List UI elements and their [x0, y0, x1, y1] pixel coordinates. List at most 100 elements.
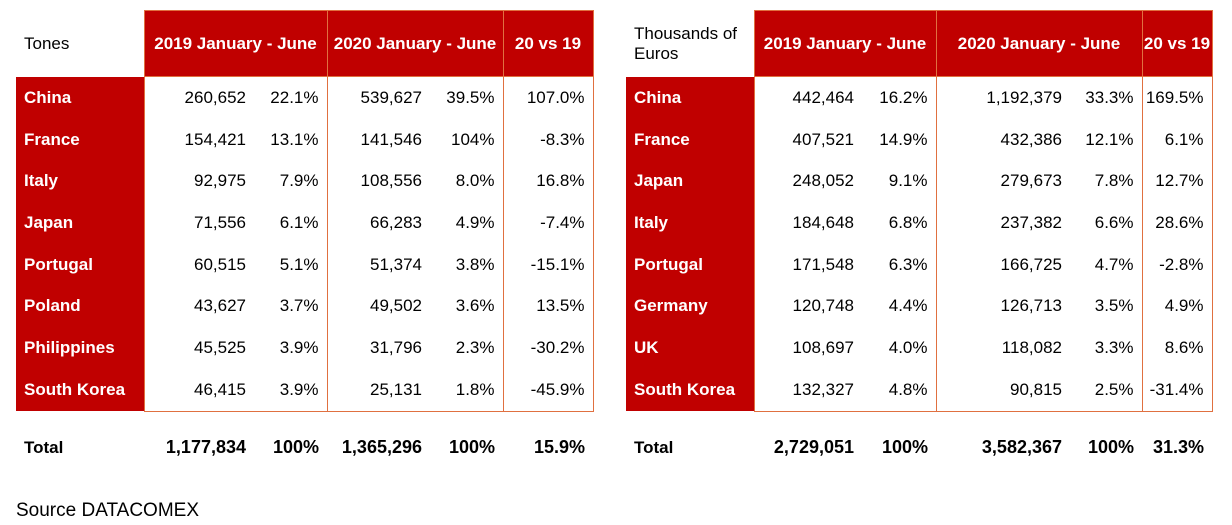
value-2019-cell: 92,975 [143, 160, 254, 203]
table-row: Italy 184,648 6.8% 237,382 6.6% 28.6% [626, 202, 1213, 244]
country-cell: Poland [16, 285, 144, 328]
table-row: Philippines 45,525 3.9% 31,796 2.3% -30.2% [16, 327, 594, 369]
share-2019-cell: 3.9% [279, 337, 319, 357]
change-cell: -15.1% [502, 243, 594, 286]
table-row: France 407,521 14.9% 432,386 12.1% 6.1% [626, 118, 1213, 161]
share-2019-cell: 6.3% [888, 254, 928, 274]
share-2019-cell: 9.1% [888, 171, 928, 191]
share-2019-cell: 3.9% [254, 368, 327, 412]
change-cell: 28.6% [1141, 202, 1213, 244]
value-2020-cell: 25,131 [326, 368, 430, 412]
tones-table: Tones 2019 January - June 2020 January -… [16, 10, 594, 470]
share-2020-cell: 39.5% [446, 87, 495, 107]
value-2020-cell: 66,283 [326, 202, 430, 244]
total-p2019: 100% [881, 437, 928, 457]
share-2020-cell: 2.5% [1070, 368, 1142, 412]
share-2019-cell: 4.0% [888, 337, 928, 357]
share-2020-cell: 6.6% [1094, 212, 1134, 232]
unit-label: Tones [16, 10, 144, 77]
value-2020-cell: 31,796 [326, 327, 430, 369]
value-2019-cell: 132,327 [753, 368, 862, 412]
header-2019: 2019 January - June [143, 10, 328, 77]
total-v2020: 3,582,367 [981, 437, 1062, 457]
table-row: UK 108,697 4.0% 118,082 3.3% 8.6% [626, 327, 1213, 369]
table-row: South Korea 46,415 3.9% 25,131 1.8% -45.9% [16, 368, 594, 412]
change-cell: -8.3% [502, 118, 594, 161]
value-2020-cell: 118,082 [935, 327, 1070, 369]
change-cell: -30.2% [502, 327, 594, 369]
share-2019-cell: 14.9% [879, 129, 928, 149]
table-row: China 442,464 16.2% 1,192,379 33.3% 169.5% [626, 76, 1213, 119]
table-row: China 260,652 22.1% 539,627 39.5% 107.0% [16, 76, 594, 119]
total-v2020: 1,365,296 [341, 437, 422, 457]
country-cell: South Korea [626, 368, 754, 411]
table-row: Portugal 171,548 6.3% 166,725 4.7% -2.8% [626, 243, 1213, 286]
total-row: Total 2,729,051 100% 3,582,367 100% 31.3… [626, 426, 1212, 470]
share-2019-cell: 16.2% [879, 87, 928, 107]
share-2019-cell: 4.8% [862, 368, 936, 412]
total-p2019: 100% [272, 437, 319, 457]
change-cell: 169.5% [1141, 76, 1213, 119]
value-2020-cell: 49,502 [326, 285, 430, 328]
header-row: Thousands of Euros 2019 January - June 2… [626, 10, 1213, 77]
total-p2020: 100% [448, 437, 495, 457]
header-2020: 2020 January - June [326, 10, 504, 77]
euros-table: Thousands of Euros 2019 January - June 2… [626, 10, 1213, 470]
country-cell: Japan [16, 202, 144, 244]
country-cell: Portugal [626, 243, 754, 286]
value-2019-cell: 43,627 [143, 285, 254, 328]
share-2020-cell: 104% [451, 129, 495, 149]
value-2019-cell: 248,052 [753, 160, 862, 203]
country-cell: Philippines [16, 327, 144, 369]
change-cell: -7.4% [502, 202, 594, 244]
country-cell: China [16, 76, 144, 119]
value-2020-cell: 237,382 [935, 202, 1070, 244]
share-2020-cell: 3.5% [1094, 296, 1134, 316]
country-cell: China [626, 76, 754, 119]
value-2020-cell: 432,386 [935, 118, 1070, 161]
share-2019-cell: 13.1% [270, 129, 319, 149]
change-cell: 8.6% [1141, 327, 1213, 369]
table-row: Japan 248,052 9.1% 279,673 7.8% 12.7% [626, 160, 1213, 203]
table-row: France 154,421 13.1% 141,546 104% -8.3% [16, 118, 594, 161]
change-cell: -31.4% [1141, 368, 1213, 412]
table-row: South Korea 132,327 4.8% 90,815 2.5% -31.4% [626, 368, 1213, 412]
share-2020-cell: 3.6% [455, 296, 495, 316]
value-2019-cell: 120,748 [753, 285, 862, 328]
value-2020-cell: 51,374 [326, 243, 430, 286]
value-2020-cell: 90,815 [935, 368, 1070, 412]
share-2020-cell: 4.7% [1094, 254, 1134, 274]
header-2020: 2020 January - June [935, 10, 1143, 77]
value-2019-cell: 184,648 [753, 202, 862, 244]
share-2020-cell: 7.8% [1094, 171, 1134, 191]
value-2019-cell: 108,697 [753, 327, 862, 369]
header-change: 20 vs 19 [1141, 10, 1213, 77]
share-2020-cell: 4.9% [455, 212, 495, 232]
share-2020-cell: 12.1% [1085, 129, 1134, 149]
value-2019-cell: 442,464 [753, 76, 862, 119]
change-cell: 12.7% [1141, 160, 1213, 203]
share-2019-cell: 3.7% [279, 296, 319, 316]
value-2019-cell: 60,515 [143, 243, 254, 286]
value-2019-cell: 171,548 [753, 243, 862, 286]
country-cell: Italy [16, 160, 144, 203]
table-row: Poland 43,627 3.7% 49,502 3.6% 13.5% [16, 285, 594, 328]
share-2020-cell: 33.3% [1085, 87, 1134, 107]
total-p2020: 100% [1087, 437, 1134, 457]
table-row: Portugal 60,515 5.1% 51,374 3.8% -15.1% [16, 243, 594, 286]
total-row: Total 1,177,834 100% 1,365,296 100% 15.9… [16, 426, 593, 470]
country-cell: Germany [626, 285, 754, 328]
change-cell: 4.9% [1141, 285, 1213, 328]
value-2020-cell: 1,192,379 [935, 76, 1070, 119]
share-2020-cell: 2.3% [455, 337, 495, 357]
change-cell: -2.8% [1141, 243, 1213, 286]
share-2019-cell: 7.9% [279, 171, 319, 191]
value-2020-cell: 126,713 [935, 285, 1070, 328]
value-2019-cell: 260,652 [143, 76, 254, 119]
total-change: 15.9% [533, 437, 585, 457]
change-cell: 107.0% [502, 76, 594, 119]
country-cell: Italy [626, 202, 754, 244]
value-2020-cell: 539,627 [326, 76, 430, 119]
total-change: 31.3% [1152, 437, 1204, 457]
table-row: Germany 120,748 4.4% 126,713 3.5% 4.9% [626, 285, 1213, 328]
